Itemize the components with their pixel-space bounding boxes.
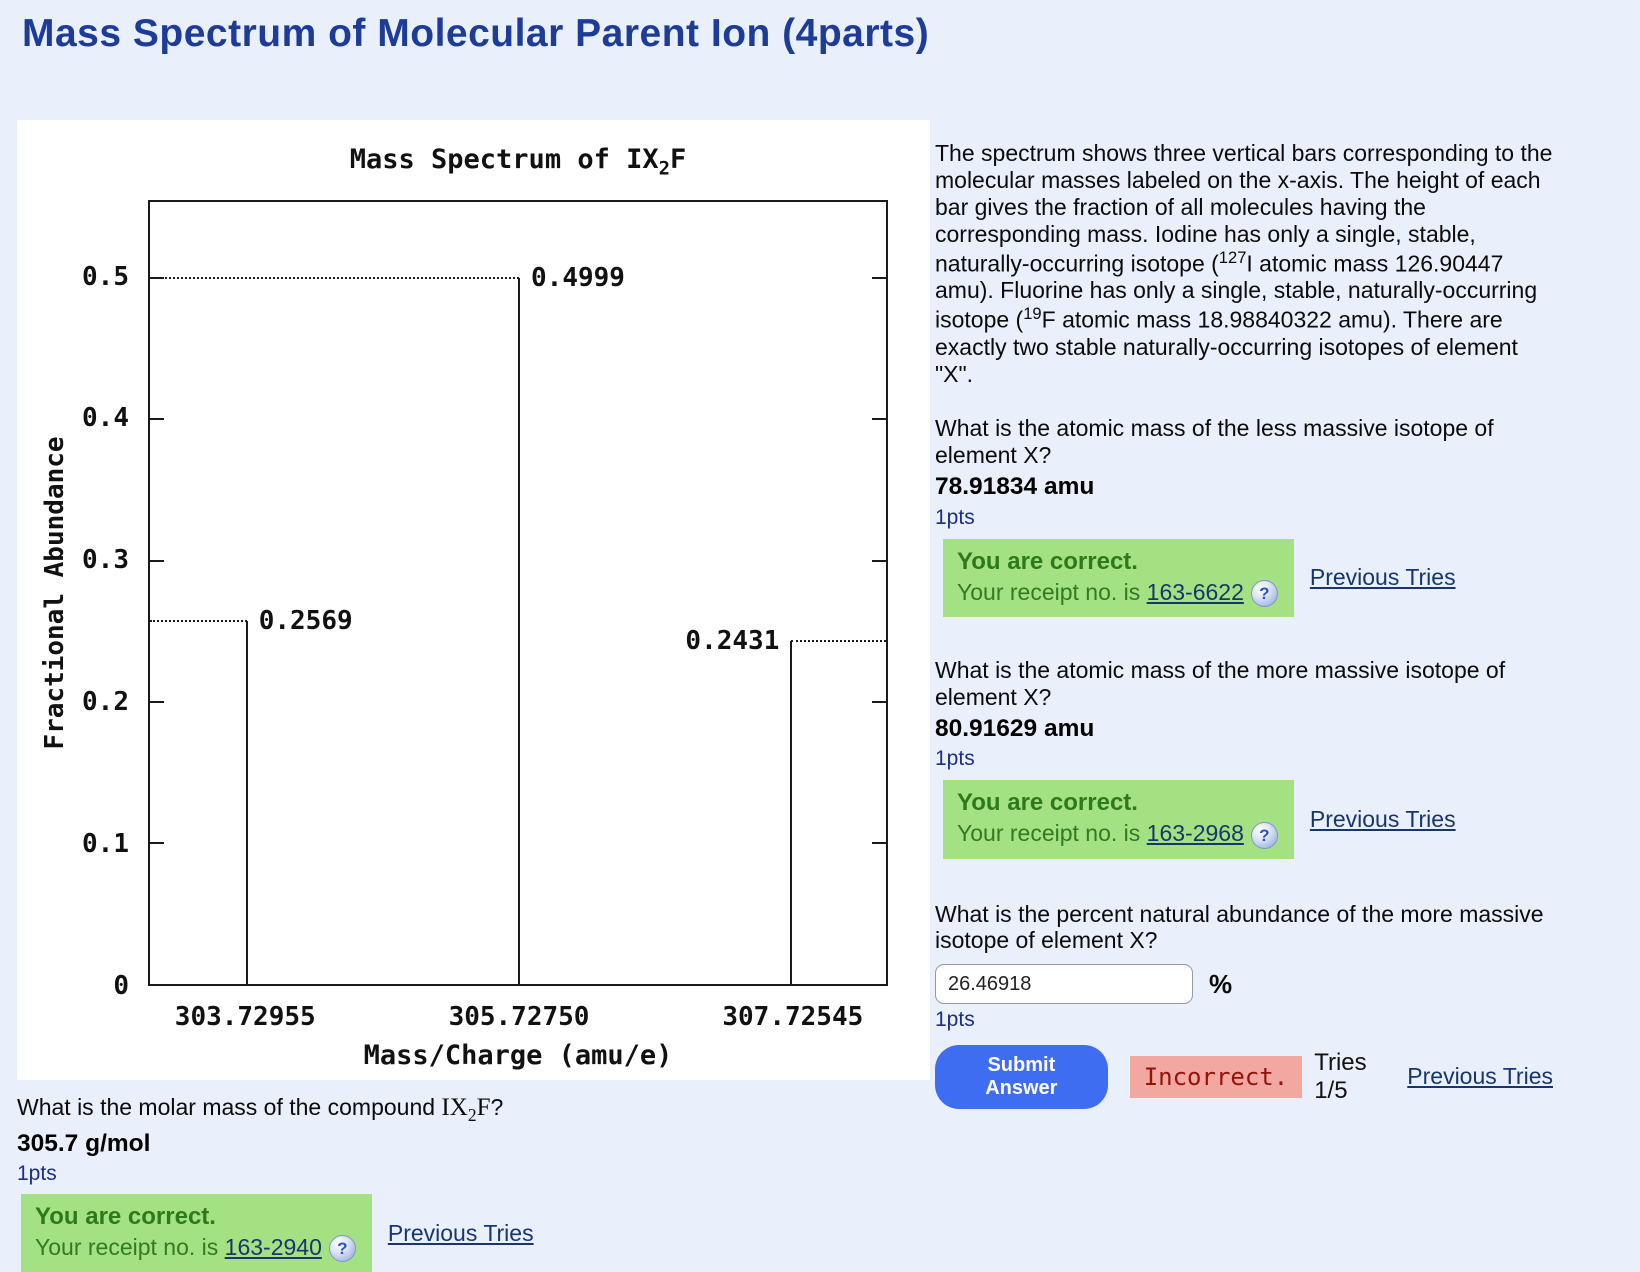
formula-subscript: 2	[467, 1105, 477, 1125]
formula-prefix: IX	[441, 1094, 468, 1121]
question-2-text: What is the atomic mass of the more mass…	[935, 657, 1506, 710]
previous-tries-link[interactable]: Previous Tries	[1309, 564, 1456, 591]
y-tick-mark	[150, 559, 164, 562]
bar-value-label: 0.2569	[258, 606, 353, 637]
receipt-number-link[interactable]: 163-2940	[224, 1234, 322, 1260]
spectrum-bar	[518, 278, 521, 984]
mass-spectrum-chart: Mass Spectrum of IX2F Fractional Abundan…	[17, 120, 930, 1080]
chart-title: Mass Spectrum of IX2F	[148, 144, 888, 179]
question-4-text: What is the molar mass of the compound I…	[17, 1094, 717, 1126]
question-4-text-after: ?	[490, 1094, 504, 1120]
chart-title-suffix: F	[669, 144, 687, 175]
description-text: I atomic mass 126.90447 amu). Fluorine h…	[935, 250, 1538, 333]
correct-status-box: You are correct. Your receipt no. is 163…	[943, 780, 1294, 859]
incorrect-status-box: Incorrect.	[1129, 1055, 1303, 1098]
chart-title-subscript: 2	[658, 157, 670, 180]
y-tick-label: 0.5	[82, 261, 129, 292]
percent-unit-label: %	[1209, 969, 1233, 1000]
x-tick-mark	[245, 970, 248, 984]
spectrum-bar	[245, 621, 248, 984]
receipt-prefix: Your receipt no. is	[957, 820, 1147, 847]
compound-formula: IX2F	[441, 1094, 491, 1125]
receipt-line: Your receipt no. is 163-6622?	[957, 579, 1278, 607]
description-text: F atomic mass 18.98840322 amu). There ar…	[935, 306, 1518, 387]
spectrum-bar	[790, 640, 793, 984]
question-3-points: 1pts	[935, 1008, 975, 1032]
question-2-result-row: You are correct. Your receipt no. is 163…	[935, 780, 1553, 859]
question-3-submit-row: Submit Answer Incorrect. Tries 1/5 Previ…	[935, 1044, 1553, 1109]
y-tick-mark	[872, 559, 886, 562]
question-4-answer: 305.7 g/mol	[17, 1130, 151, 1157]
previous-tries-link[interactable]: Previous Tries	[1407, 1063, 1553, 1090]
question-1-points: 1pts	[935, 505, 975, 529]
receipt-prefix: Your receipt no. is	[35, 1234, 225, 1260]
tries-counter: Tries 1/5	[1314, 1048, 1367, 1104]
question-1-answer: 78.91834 amu	[935, 473, 1095, 501]
correct-message: You are correct.	[957, 789, 1138, 817]
guide-dotted-line	[150, 277, 520, 280]
question-2-answer: 80.91629 amu	[935, 714, 1095, 742]
y-tick-mark	[872, 700, 886, 703]
x-tick-label: 305.72750	[448, 1002, 590, 1032]
x-tick-labels: 303.72955 305.72750 307.72545	[148, 1002, 888, 1036]
formula-suffix: F	[476, 1094, 491, 1121]
question-1-text: What is the atomic mass of the less mass…	[935, 415, 1494, 469]
x-axis-title: Mass/Charge (amu/e)	[363, 1040, 673, 1071]
receipt-line: Your receipt no. is 163-2968?	[957, 820, 1278, 849]
correct-status-box: You are correct. Your receipt no. is 163…	[21, 1194, 372, 1272]
question-4-points: 1pts	[17, 1162, 57, 1185]
correct-message: You are correct.	[957, 547, 1138, 575]
receipt-prefix: Your receipt no. is	[957, 578, 1147, 605]
help-icon[interactable]: ?	[328, 1235, 356, 1263]
question-4-result-row: You are correct. Your receipt no. is 163…	[17, 1194, 717, 1272]
correct-status-box: You are correct. Your receipt no. is 163…	[943, 538, 1294, 617]
y-tick-label: 0.1	[82, 829, 129, 860]
correct-message: You are correct.	[35, 1203, 216, 1230]
y-tick-mark	[872, 841, 886, 844]
help-icon[interactable]: ?	[1250, 821, 1278, 849]
page-title: Mass Spectrum of Molecular Parent Ion (4…	[22, 12, 930, 55]
iodine-mass-number: 127	[1218, 247, 1247, 267]
x-tick-mark	[518, 970, 521, 984]
guide-dotted-line	[150, 620, 247, 623]
y-tick-mark	[150, 841, 164, 844]
receipt-line: Your receipt no. is 163-2940?	[35, 1234, 356, 1263]
y-tick-label: 0.4	[82, 403, 129, 434]
bar-value-label: 0.4999	[531, 263, 625, 294]
y-tick-label: 0.2	[82, 687, 129, 718]
y-tick-mark	[150, 418, 164, 421]
x-tick-label: 303.72955	[174, 1002, 316, 1032]
question-4-text-before: What is the molar mass of the compound	[17, 1094, 442, 1120]
y-tick-label: 0.3	[82, 545, 129, 576]
receipt-number-link[interactable]: 163-2968	[1146, 820, 1244, 847]
question-3-input-row: %	[935, 964, 1553, 1005]
question-4-block: What is the molar mass of the compound I…	[17, 1094, 717, 1272]
bar-value-label: 0.2431	[685, 625, 780, 656]
y-tick-mark	[872, 277, 886, 280]
x-tick-label: 307.72545	[722, 1002, 864, 1032]
chart-title-text: Mass Spectrum of IX	[349, 144, 659, 175]
question-3-text: What is the percent natural abundance of…	[935, 900, 1544, 954]
question-1-result-row: You are correct. Your receipt no. is 163…	[935, 538, 1553, 617]
x-tick-mark	[790, 970, 793, 984]
plot-area: 0.2569 0.4999 0.2431	[148, 200, 888, 986]
question-2-points: 1pts	[935, 747, 975, 771]
problem-column: The spectrum shows three vertical bars c…	[935, 140, 1553, 1109]
previous-tries-link[interactable]: Previous Tries	[1309, 805, 1456, 832]
y-tick-labels: 0.1 0.2 0.3 0.4 0.5 0	[17, 200, 129, 1001]
abundance-input[interactable]	[935, 964, 1193, 1005]
fluorine-mass-number: 19	[1023, 304, 1042, 324]
previous-tries-link[interactable]: Previous Tries	[387, 1219, 534, 1246]
problem-description: The spectrum shows three vertical bars c…	[935, 140, 1553, 387]
y-tick-mark	[150, 700, 164, 703]
submit-answer-button[interactable]: Submit Answer	[935, 1044, 1108, 1109]
description-text: The spectrum shows three vertical bars c…	[935, 140, 1553, 277]
guide-dotted-line	[791, 639, 886, 642]
receipt-number-link[interactable]: 163-6622	[1146, 578, 1244, 605]
y-origin-label: 0	[113, 971, 129, 1001]
y-tick-mark	[872, 418, 886, 421]
help-icon[interactable]: ?	[1250, 580, 1278, 607]
